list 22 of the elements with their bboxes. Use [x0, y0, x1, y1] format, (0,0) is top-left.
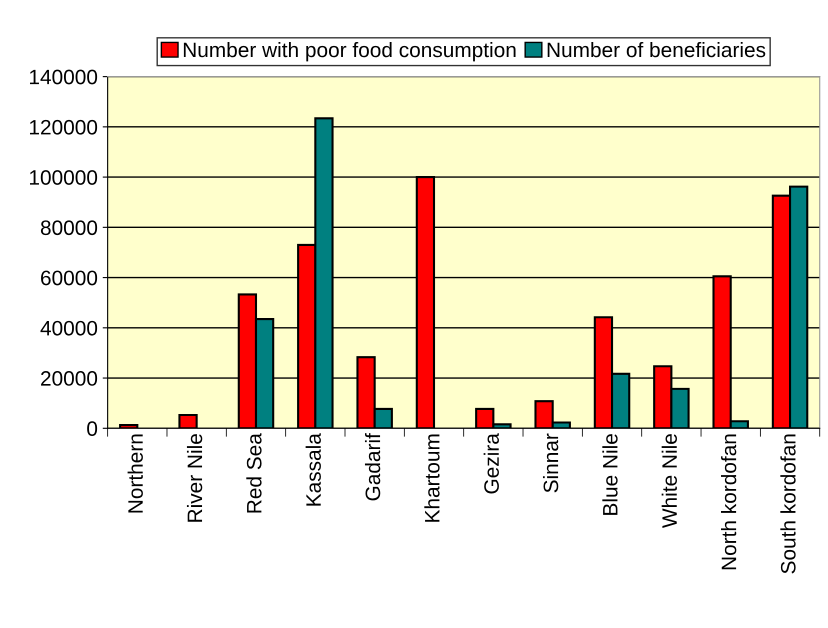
y-tick-label: 60000	[41, 270, 98, 286]
y-tick-label: 100000	[30, 170, 98, 185]
y-tick-label: 120000	[30, 120, 98, 135]
x-tick-label: Kassala	[306, 433, 321, 506]
x-tick-label: White Nile	[662, 434, 677, 528]
y-tick-label: 0	[87, 421, 98, 436]
y-tick-label: 80000	[40, 220, 98, 236]
x-tick-label: Northern	[128, 434, 143, 512]
y-tick-label: 40000	[40, 320, 98, 336]
x-tick-label: South kordofan	[780, 434, 796, 574]
x-tick-label: Red Sea	[246, 433, 262, 513]
legend-label: Number with poor food consumption	[184, 42, 516, 62]
x-tick-label: Sinnar	[542, 434, 558, 492]
x-tick-label: Gadarif	[364, 433, 380, 500]
y-tick-label: 20000	[41, 371, 98, 386]
x-tick-label: Blue Nile	[602, 434, 618, 515]
x-tick-label: North kordofan	[721, 434, 736, 570]
x-tick-label: Gezira	[484, 433, 499, 494]
y-tick-label: 140000	[30, 70, 98, 84]
x-tick-label: Khartoum	[424, 434, 440, 522]
x-tick-label: River Nile	[186, 434, 202, 522]
legend-label: Number of beneficiaries	[548, 42, 766, 58]
